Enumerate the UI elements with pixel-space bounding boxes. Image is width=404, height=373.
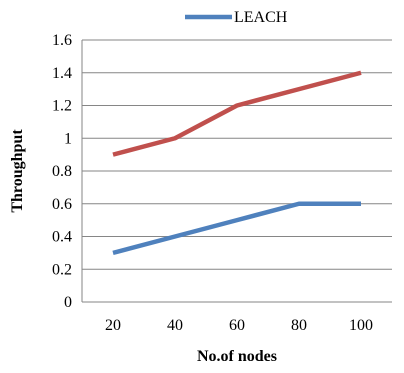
x-tick-label: 100 [349,317,373,334]
y-tick-label: 0.6 [52,196,72,213]
x-tick-labels: 20 40 60 80 100 [105,317,373,334]
y-tick-label: 1 [64,130,72,147]
axes [81,40,392,303]
series-group [112,70,362,256]
y-tick-label: 1.4 [52,65,72,82]
y-tick-labels: 0 0.2 0.4 0.6 0.8 1 1.2 1.4 1.6 [52,32,72,311]
grid-lines [82,39,392,270]
y-tick-label: 0.4 [52,229,72,246]
y-tick-label: 1.6 [52,32,72,49]
x-tick-label: 40 [167,317,183,334]
series-line-1 [112,70,362,157]
y-tick-label: 0.8 [52,163,72,180]
y-tick-label: 0 [64,294,72,311]
x-tick-label: 60 [229,317,245,334]
series-line-0 [112,201,361,256]
legend: LEACH [185,9,288,26]
x-tick-label: 20 [105,317,121,334]
x-tick-label: 80 [291,317,307,334]
y-tick-label: 0.2 [52,261,72,278]
y-tick-label: 1.2 [52,98,72,115]
legend-label-leach: LEACH [234,9,288,26]
x-axis-title: No.of nodes [197,348,277,365]
y-axis-title: Throughput [9,129,26,213]
